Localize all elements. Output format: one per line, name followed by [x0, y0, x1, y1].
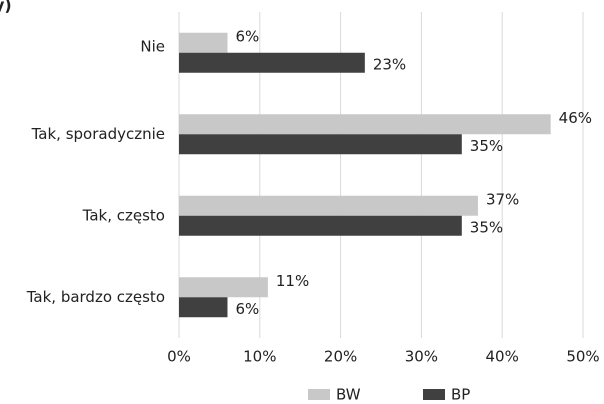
y-tick-label: Tak, często [82, 206, 165, 224]
bar [179, 32, 228, 53]
bar [179, 297, 228, 318]
bar [179, 215, 462, 236]
value-label: 35% [470, 218, 503, 236]
bar [179, 277, 268, 298]
value-label: 6% [235, 27, 259, 45]
value-label: 46% [559, 109, 592, 127]
bar [179, 134, 462, 155]
chart-title: y) [0, 0, 12, 15]
legend-label: BW [336, 386, 361, 404]
y-tick-label: Nie [140, 37, 165, 55]
value-label: 37% [486, 190, 519, 208]
y-tick-label: Tak, sporadycznie [31, 125, 165, 143]
x-tick-label: 20% [324, 348, 357, 366]
x-tick-label: 40% [486, 348, 519, 366]
bar [179, 114, 551, 135]
y-tick-label: Tak, bardzo często [26, 288, 165, 306]
x-tick-label: 50% [566, 348, 599, 366]
legend-swatch [423, 389, 445, 400]
value-label: 6% [235, 300, 259, 318]
value-label: 35% [470, 137, 503, 155]
value-label: 11% [276, 272, 309, 290]
bar [179, 195, 478, 216]
x-tick-label: 10% [243, 348, 276, 366]
x-tick-label: 0% [167, 348, 191, 366]
value-label: 23% [373, 55, 406, 73]
bar [179, 52, 365, 73]
legend-swatch [308, 389, 330, 400]
legend-label: BP [451, 386, 470, 404]
x-tick-label: 30% [405, 348, 438, 366]
